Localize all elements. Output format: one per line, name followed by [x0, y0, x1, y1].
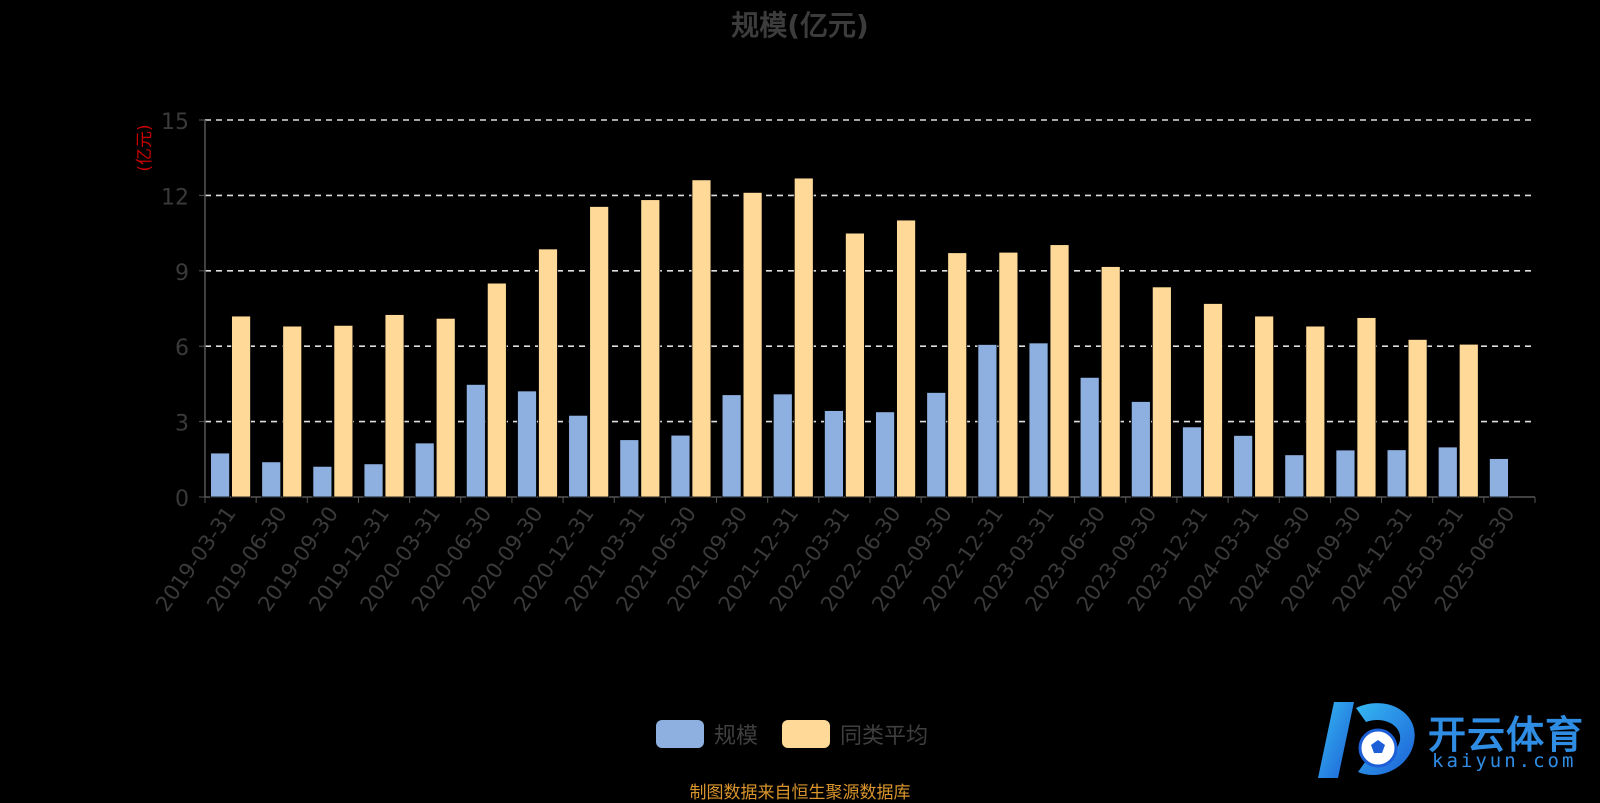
legend-label-scale: 规模 — [714, 724, 759, 749]
bar-peer-average — [589, 206, 610, 498]
bar-peer-average — [640, 199, 661, 498]
bar-peer-average — [1254, 315, 1275, 498]
bar-scale — [670, 434, 691, 498]
legend-item-scale[interactable]: 规模 — [656, 718, 758, 750]
bar-scale — [926, 392, 947, 498]
bar-peer-average — [1305, 325, 1326, 498]
bar-scale — [568, 414, 589, 498]
legend: 规模 同类平均 — [656, 718, 942, 750]
bar-peer-average — [435, 317, 456, 498]
bar-scale — [1335, 449, 1356, 498]
bar-scale — [465, 384, 486, 498]
bar-peer-average — [1407, 339, 1428, 498]
legend-swatch-peer-average — [782, 720, 831, 748]
bar-peer-average — [742, 191, 763, 498]
bar-peer-average — [1151, 286, 1172, 498]
bar-scale — [1182, 426, 1202, 498]
bar-peer-average — [1356, 317, 1377, 498]
bar-scale — [1284, 454, 1305, 498]
y-tick-label: 6 — [175, 336, 189, 361]
bar-peer-average — [1203, 303, 1223, 498]
bar-chart: 03691215(亿元)2019-03-312019-06-302019-09-… — [135, 110, 1536, 616]
bar-scale — [210, 452, 230, 498]
y-tick-label: 3 — [175, 412, 189, 437]
bar-scale — [261, 461, 282, 498]
bar-scale — [517, 390, 537, 498]
bar-scale — [414, 442, 435, 498]
bar-scale — [1386, 449, 1407, 498]
bar-scale — [1028, 342, 1049, 498]
bar-peer-average — [998, 251, 1019, 498]
bar-scale — [1079, 376, 1100, 498]
bar-scale — [1233, 435, 1254, 498]
kaiyun-logo-icon — [1318, 702, 1415, 778]
bar-peer-average — [384, 314, 405, 498]
bar-scale — [619, 439, 640, 498]
bar-peer-average — [486, 282, 507, 498]
bar-peer-average — [947, 252, 968, 498]
bar-scale — [721, 394, 742, 498]
y-axis-label: (亿元) — [135, 124, 155, 171]
y-tick-label: 12 — [161, 185, 189, 210]
y-tick-label: 0 — [175, 487, 189, 512]
bar-peer-average — [1458, 343, 1479, 498]
bar-scale — [1489, 458, 1509, 498]
bar-peer-average — [333, 324, 354, 498]
legend-swatch-scale — [656, 720, 704, 748]
y-tick-label: 9 — [175, 261, 189, 286]
y-tick-label: 15 — [161, 110, 189, 135]
watermark-url: kaiyun.com — [1432, 750, 1577, 772]
legend-item-peer-average[interactable]: 同类平均 — [782, 718, 928, 750]
bar-peer-average — [793, 177, 814, 498]
bar-scale — [824, 410, 844, 498]
bar-scale — [977, 344, 998, 498]
bar-peer-average — [691, 179, 712, 498]
bar-peer-average — [1049, 244, 1070, 498]
bar-peer-average — [231, 315, 251, 498]
watermark-brand: 开云体育 — [1428, 713, 1585, 757]
bar-scale — [875, 411, 895, 498]
legend-label-peer-average: 同类平均 — [840, 724, 929, 749]
bar-peer-average — [538, 248, 558, 498]
bar-peer-average — [1100, 266, 1121, 498]
source-note: 制图数据来自恒生聚源数据库 — [689, 783, 911, 803]
bar-peer-average — [896, 219, 916, 498]
bar-scale — [363, 463, 384, 498]
watermark-logo: 开云体育 kaiyun.com — [1316, 698, 1586, 784]
bar-scale — [1437, 446, 1458, 498]
bar-scale — [772, 393, 793, 498]
bar-scale — [1130, 401, 1151, 498]
bar-peer-average — [845, 232, 865, 498]
bar-peer-average — [282, 325, 303, 498]
chart-title: 规模(亿元) — [731, 9, 869, 42]
bar-scale — [312, 465, 333, 498]
